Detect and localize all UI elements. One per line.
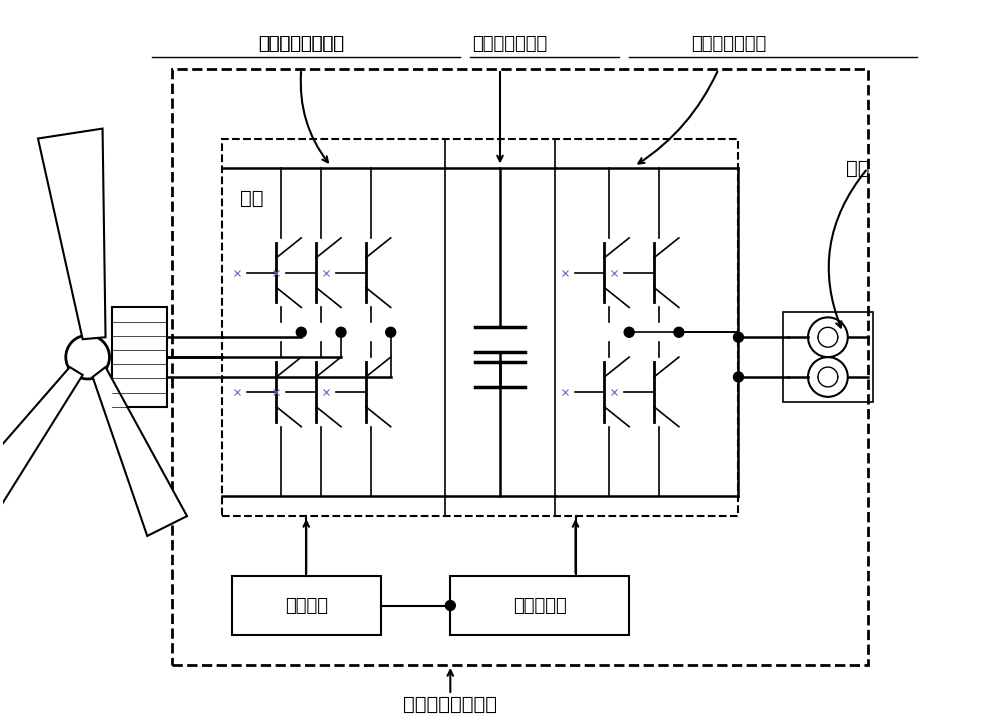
Circle shape bbox=[386, 327, 396, 337]
Circle shape bbox=[66, 335, 110, 379]
Bar bbox=[172, 69, 868, 665]
Text: 三相全桥整流单元: 三相全桥整流单元 bbox=[258, 35, 344, 53]
Text: 控制单元: 控制单元 bbox=[285, 597, 328, 615]
Polygon shape bbox=[93, 367, 187, 536]
Circle shape bbox=[296, 327, 306, 337]
Text: 风机用电力转化器: 风机用电力转化器 bbox=[403, 695, 497, 714]
Text: 全桥式转换单元: 全桥式转换单元 bbox=[691, 35, 766, 53]
Bar bbox=[232, 576, 381, 635]
Bar bbox=[783, 312, 873, 402]
Circle shape bbox=[336, 327, 346, 337]
Circle shape bbox=[624, 327, 634, 337]
Polygon shape bbox=[0, 367, 83, 526]
Circle shape bbox=[734, 332, 743, 342]
Circle shape bbox=[734, 372, 743, 382]
Bar bbox=[112, 307, 167, 407]
Text: 电源板单元: 电源板单元 bbox=[513, 597, 567, 615]
Text: 电容型储能单元: 电容型储能单元 bbox=[472, 35, 548, 53]
Text: 三相全桥整流单元: 三相全桥整流单元 bbox=[258, 35, 344, 53]
Circle shape bbox=[445, 600, 455, 610]
Text: 风机: 风机 bbox=[240, 189, 263, 208]
Text: 电网: 电网 bbox=[846, 159, 869, 178]
Bar bbox=[450, 576, 629, 635]
Polygon shape bbox=[38, 129, 106, 339]
Circle shape bbox=[674, 327, 684, 337]
Bar bbox=[222, 139, 738, 516]
